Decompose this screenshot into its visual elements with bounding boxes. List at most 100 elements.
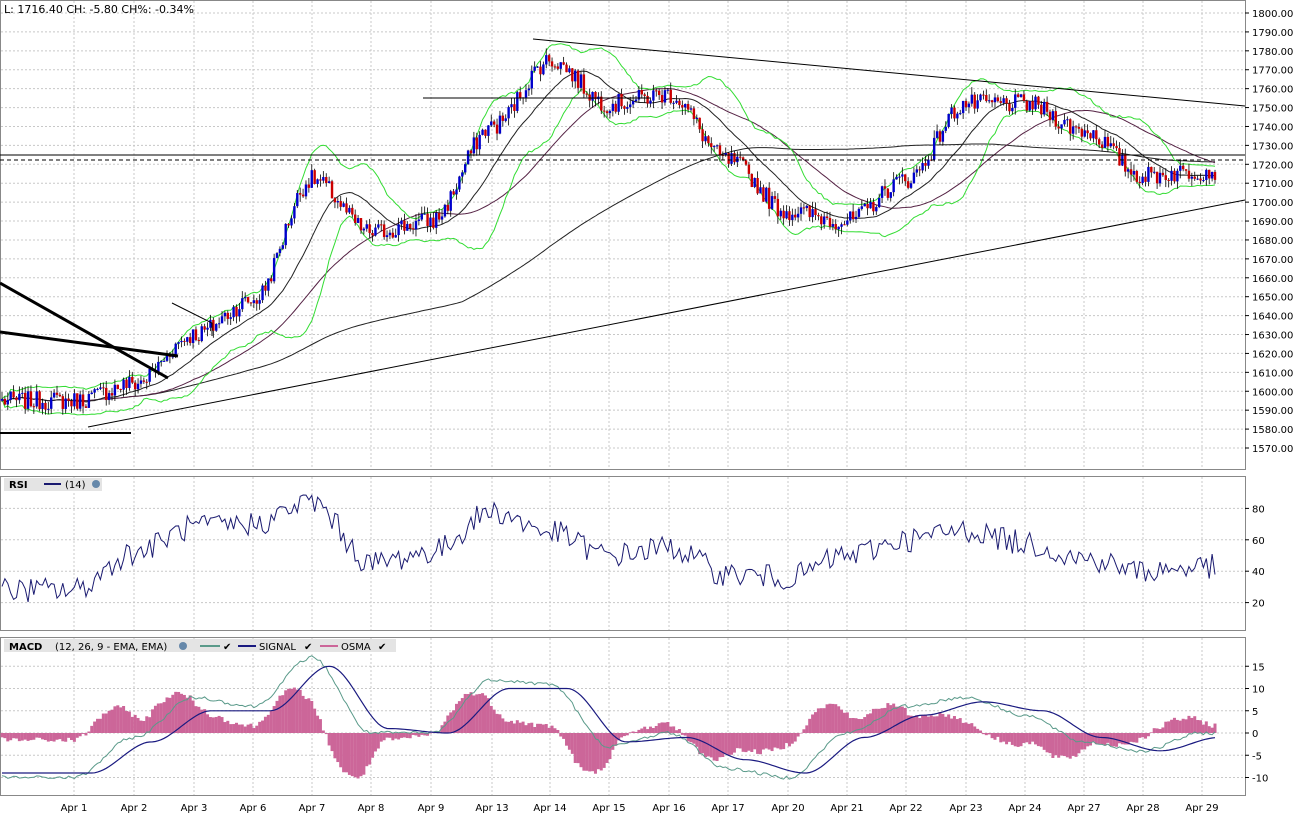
candle bbox=[466, 149, 470, 165]
osma-bar bbox=[93, 721, 97, 733]
osma-bar bbox=[979, 730, 983, 733]
osma-bar bbox=[428, 733, 432, 734]
osma-bar bbox=[1158, 729, 1162, 733]
candle bbox=[956, 111, 959, 125]
osma-bar bbox=[868, 713, 872, 733]
osma-bar bbox=[874, 708, 878, 733]
candle bbox=[0, 392, 4, 402]
osma-bar bbox=[782, 733, 786, 750]
osma-bar bbox=[316, 715, 320, 733]
candle bbox=[880, 185, 884, 203]
osma-bar bbox=[220, 717, 224, 733]
candle bbox=[675, 95, 678, 105]
candle bbox=[215, 323, 218, 332]
osma-bar bbox=[345, 733, 349, 773]
osma-bar bbox=[388, 733, 392, 738]
check-icon[interactable]: ✔ bbox=[223, 642, 231, 653]
osma-bar bbox=[1109, 733, 1113, 746]
osma-bar bbox=[796, 733, 800, 737]
candle bbox=[287, 222, 290, 228]
osma-bar bbox=[677, 729, 681, 733]
candle bbox=[631, 94, 635, 109]
macd-tick-label: 0 bbox=[1252, 729, 1258, 740]
x-tick-label: Apr 23 bbox=[949, 803, 982, 814]
settings-icon[interactable] bbox=[92, 480, 100, 488]
candle bbox=[831, 218, 835, 231]
osma-bar bbox=[1042, 733, 1046, 750]
osma-bar bbox=[1126, 733, 1130, 745]
candle bbox=[1158, 166, 1162, 187]
candle bbox=[183, 338, 186, 346]
candle bbox=[67, 393, 70, 407]
osma-bar bbox=[559, 733, 563, 737]
candle bbox=[1210, 171, 1214, 182]
osma-bar bbox=[897, 706, 901, 733]
candle bbox=[165, 350, 169, 362]
price-tick-label: 1660.00 bbox=[1252, 274, 1293, 285]
candle bbox=[26, 386, 30, 412]
candle bbox=[9, 391, 12, 404]
candle bbox=[1037, 95, 1040, 109]
check-icon[interactable]: ✔ bbox=[378, 642, 386, 653]
price-tick-label: 1590.00 bbox=[1252, 406, 1293, 417]
osma-bar bbox=[1062, 733, 1066, 757]
osma-bar bbox=[321, 730, 325, 733]
candle bbox=[1025, 99, 1029, 114]
osma-bar bbox=[98, 718, 102, 733]
candle bbox=[1115, 140, 1118, 152]
osma-bar bbox=[813, 712, 817, 733]
osma-bar bbox=[805, 725, 809, 733]
check-icon[interactable]: ✔ bbox=[304, 642, 312, 653]
x-tick-label: Apr 20 bbox=[771, 803, 804, 814]
candle bbox=[1048, 109, 1052, 127]
price-tick-label: 1800.00 bbox=[1252, 9, 1293, 20]
candle bbox=[139, 375, 143, 388]
candle bbox=[313, 168, 316, 185]
candle bbox=[574, 68, 577, 89]
macd-legend[interactable]: MACD (12, 26, 9 - EMA, EMA) ✔ SIGNAL ✔ O… bbox=[4, 639, 396, 653]
osma-bar bbox=[1117, 733, 1121, 744]
candle bbox=[1173, 168, 1176, 184]
osma-bar bbox=[1199, 720, 1203, 733]
price-panel[interactable] bbox=[0, 0, 1246, 470]
candle bbox=[886, 188, 890, 201]
osma-bar bbox=[756, 733, 760, 754]
ma-20-line bbox=[1, 70, 1216, 403]
candle bbox=[469, 149, 473, 159]
osma-bar bbox=[177, 691, 181, 733]
candle bbox=[1190, 172, 1194, 186]
candle bbox=[1051, 109, 1055, 124]
candle bbox=[750, 173, 754, 188]
osma-bar bbox=[281, 695, 285, 733]
osma-bar bbox=[275, 700, 279, 733]
rsi-legend[interactable]: RSI (14) bbox=[4, 478, 102, 491]
candle bbox=[377, 219, 380, 230]
osma-bar bbox=[379, 733, 383, 742]
candle bbox=[620, 88, 623, 110]
candle bbox=[828, 211, 832, 230]
candle bbox=[637, 86, 641, 103]
osma-bar bbox=[880, 708, 884, 733]
candle bbox=[1176, 168, 1179, 189]
candle bbox=[767, 182, 771, 217]
candle bbox=[712, 145, 716, 152]
settings-icon[interactable] bbox=[179, 642, 187, 650]
candle bbox=[206, 322, 209, 337]
candle bbox=[484, 129, 487, 139]
candle bbox=[133, 380, 137, 397]
osma-bar bbox=[808, 718, 812, 733]
candle bbox=[851, 204, 855, 223]
candle bbox=[336, 197, 340, 209]
candle bbox=[982, 90, 985, 100]
candle bbox=[382, 220, 386, 240]
osma-bar bbox=[793, 733, 797, 742]
osma-bar bbox=[709, 733, 713, 758]
osma-bar bbox=[1190, 717, 1194, 733]
ma-200-line bbox=[1, 143, 1216, 403]
candle bbox=[188, 332, 192, 346]
osma-bar bbox=[851, 718, 855, 733]
candle bbox=[611, 99, 615, 117]
candle bbox=[765, 186, 768, 204]
osma-bar bbox=[333, 733, 337, 759]
candle bbox=[718, 142, 722, 162]
